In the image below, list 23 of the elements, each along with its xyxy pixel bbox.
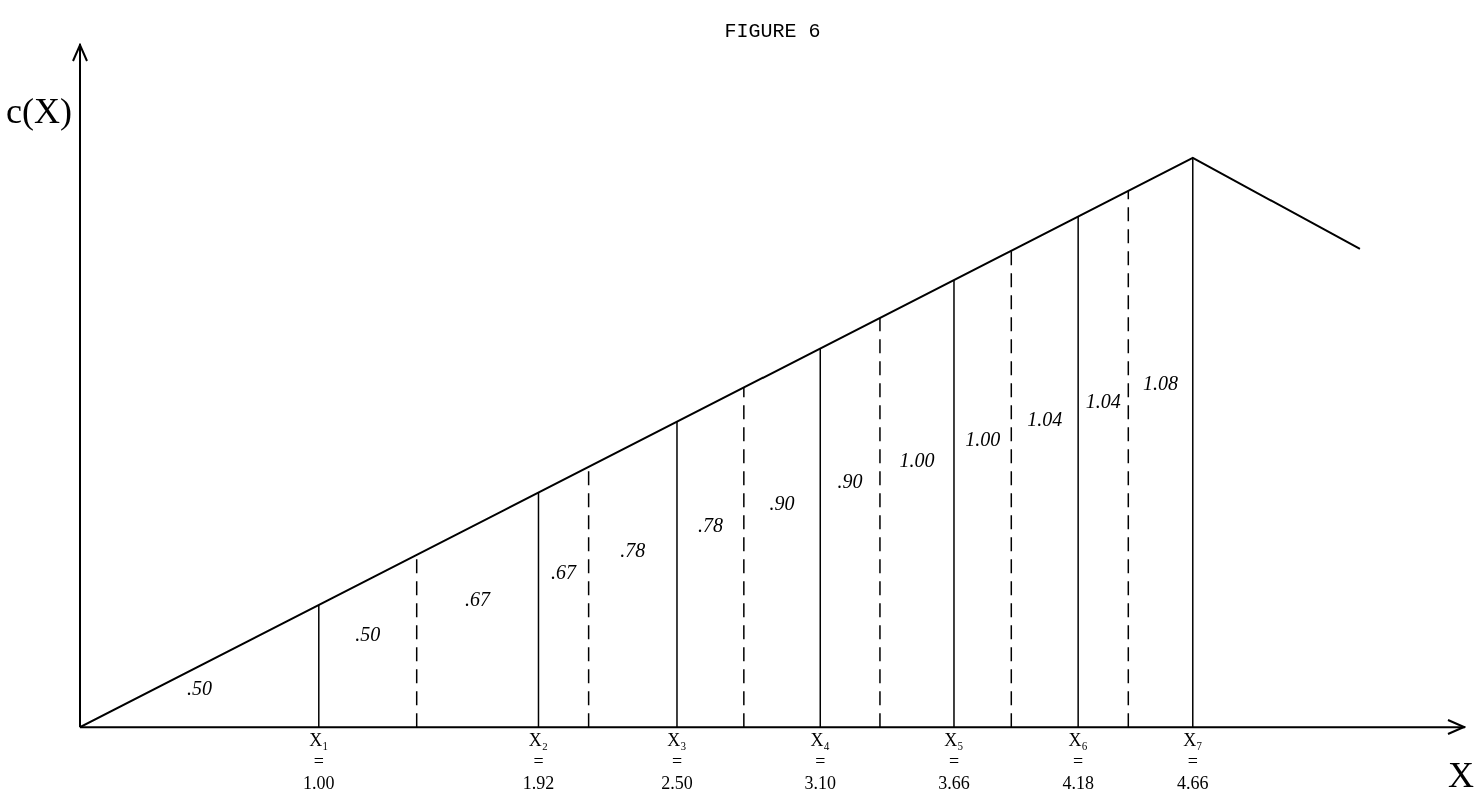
x-tick-label: X₇ = 4.66 <box>1177 729 1209 793</box>
annotation: .50 <box>355 623 381 646</box>
annotation: .78 <box>620 539 646 562</box>
annotation: 1.00 <box>965 428 1001 451</box>
x-axis-title: X <box>1448 754 1474 795</box>
annotation: .67 <box>465 588 492 611</box>
annotation: 1.04 <box>1085 389 1121 412</box>
x-tick-label: X₅ = 3.66 <box>938 729 970 793</box>
annotation: .90 <box>837 470 863 493</box>
x-tick-label: X₁ = 1.00 <box>303 729 335 793</box>
x-tick-label: X₄ = 3.10 <box>804 729 837 793</box>
annotation: 1.04 <box>1027 408 1063 431</box>
y-axis-title: c(X) <box>6 91 72 132</box>
x-tick-label: X₆ = 4.18 <box>1062 729 1094 793</box>
x-tick-label: X₃ = 2.50 <box>661 729 693 793</box>
annotation: 1.00 <box>899 448 935 471</box>
annotation: .90 <box>769 491 795 514</box>
chart-title: FIGURE 6 <box>724 20 821 44</box>
annotation: .67 <box>551 561 578 584</box>
annotation: .50 <box>186 676 212 699</box>
annotation: 1.08 <box>1143 371 1179 394</box>
annotation: .78 <box>697 514 723 537</box>
x-tick-label: X₂ = 1.92 <box>522 729 555 793</box>
